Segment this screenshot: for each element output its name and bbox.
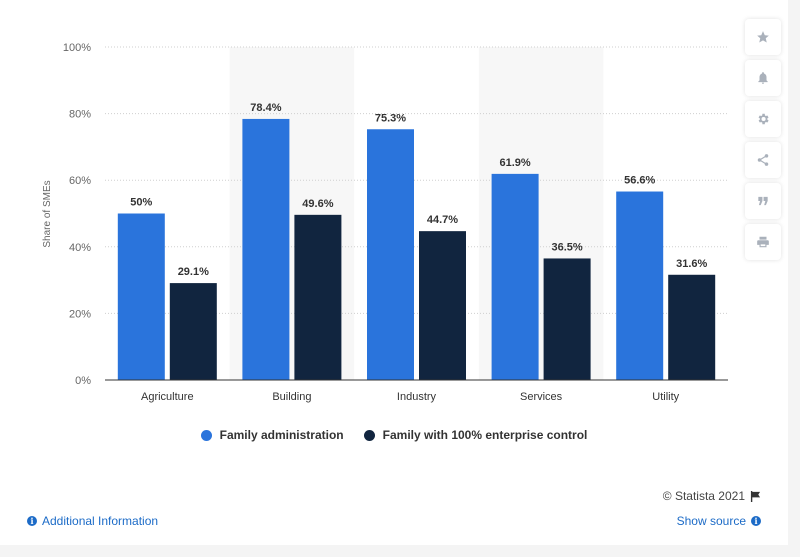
x-tick-label: Industry (397, 391, 437, 403)
show-source-label: Show source (676, 514, 746, 528)
bar (543, 258, 591, 380)
y-tick-label: 20% (69, 308, 91, 320)
data-label: 29.1% (178, 266, 209, 278)
info-icon: i (751, 516, 761, 526)
legend-label: Family administration (219, 428, 344, 442)
legend-item-family-administration[interactable]: Family administration (200, 428, 344, 442)
bars (117, 118, 716, 380)
data-label: 44.7% (427, 214, 458, 226)
data-label: 31.6% (676, 258, 707, 270)
print-button[interactable] (745, 224, 781, 260)
settings-button[interactable] (745, 101, 781, 137)
legend-item-family-enterprise-control[interactable]: Family with 100% enterprise control (363, 428, 588, 442)
cite-button[interactable] (745, 183, 781, 219)
share-button[interactable] (745, 142, 781, 178)
bar (491, 173, 539, 380)
quote-icon (758, 196, 768, 206)
additional-information-link[interactable]: i Additional Information (27, 514, 158, 528)
y-tick-label: 40% (69, 242, 91, 254)
data-labels: 50% 29.1% 78.4% 49.6% 75.3% 44.7% 61.9% 36.5% 56… (130, 102, 707, 278)
credit-text: © Statista 2021 (662, 489, 745, 503)
data-label: 56.6% (624, 175, 655, 187)
favorite-button[interactable] (745, 19, 781, 55)
statista-credit[interactable]: © Statista 2021 (663, 489, 761, 503)
bell-icon (758, 72, 768, 84)
data-label: 75.3% (375, 112, 406, 124)
axes: 0% 20% 40% 60% 80% 100% Agriculture Building Ind… (63, 42, 728, 403)
x-tick-label: Utility (652, 391, 679, 403)
x-tick-label: Building (272, 391, 311, 403)
chart-card: 50% 29.1% 78.4% 49.6% 75.3% 44.7% 61.9% 36.5% 56… (0, 0, 788, 545)
data-label: 49.6% (302, 198, 333, 210)
star-icon (757, 31, 769, 43)
bar-chart: 50% 29.1% 78.4% 49.6% 75.3% 44.7% 61.9% 36.5% 56… (42, 42, 728, 403)
y-axis-label: Share of SMEs (42, 180, 53, 247)
legend: Family administration Family with 100% e… (0, 428, 788, 442)
x-tick-label: Agriculture (141, 391, 194, 403)
bar (367, 129, 414, 380)
data-label: 78.4% (250, 102, 281, 114)
additional-information-label: Additional Information (42, 514, 159, 528)
flag-icon (750, 490, 761, 502)
side-toolbar (745, 19, 781, 260)
bar (419, 231, 466, 380)
bar (117, 213, 165, 380)
notification-button[interactable] (745, 60, 781, 96)
y-tick-label: 80% (69, 109, 91, 121)
data-label: 50% (130, 197, 152, 209)
bar (294, 214, 342, 380)
share-icon (757, 154, 769, 166)
gear-icon (758, 113, 769, 125)
bar (242, 118, 290, 380)
bar (169, 283, 217, 380)
y-tick-label: 0% (75, 375, 91, 387)
info-icon: i (27, 516, 37, 526)
y-tick-label: 100% (63, 42, 91, 54)
legend-label: Family with 100% enterprise control (382, 428, 588, 442)
legend-marker (200, 429, 212, 441)
data-label: 36.5% (551, 241, 582, 253)
bar (616, 191, 664, 380)
show-source-link[interactable]: Show source i (677, 514, 761, 528)
bar (668, 274, 716, 380)
data-label: 61.9% (499, 157, 530, 169)
legend-marker (363, 429, 375, 441)
print-icon (757, 236, 769, 248)
y-tick-label: 60% (69, 175, 91, 187)
x-tick-label: Services (520, 391, 563, 403)
